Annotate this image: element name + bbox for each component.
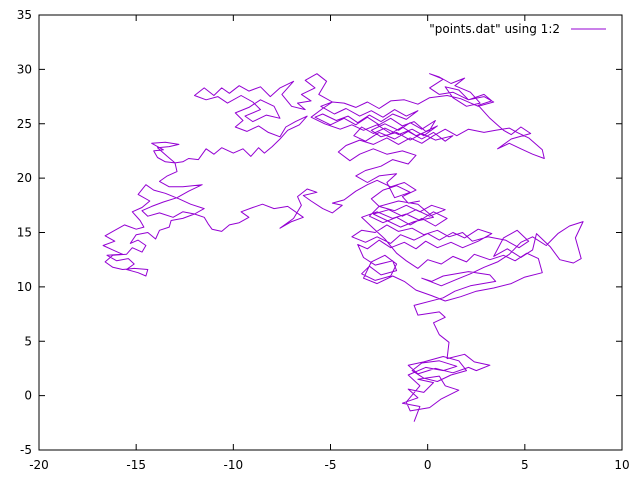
legend-label: "points.dat" using 1:2 xyxy=(429,22,560,36)
y-tick-label: 15 xyxy=(17,226,32,240)
plot-border xyxy=(38,14,623,451)
y-tick-label: 35 xyxy=(17,8,32,22)
x-tick-label: -15 xyxy=(126,458,146,472)
y-tick-labels: -5 0 5 10 15 20 25 30 35 xyxy=(17,8,32,457)
x-tick-label: 0 xyxy=(424,458,432,472)
y-tick-label: 20 xyxy=(17,171,32,185)
y-tick-label: -5 xyxy=(20,443,32,457)
x-tick-label: -20 xyxy=(29,458,49,472)
y-tick-label: 5 xyxy=(24,334,32,348)
x-tick-label: 10 xyxy=(614,458,629,472)
x-tick-label: -10 xyxy=(224,458,244,472)
x-tick-label: -5 xyxy=(325,458,337,472)
x-tick-labels: -20 -15 -10 -5 0 5 10 xyxy=(29,458,629,472)
axis-ticks xyxy=(38,14,623,451)
series-line-points-dat xyxy=(102,73,584,422)
legend: "points.dat" using 1:2 xyxy=(429,22,606,36)
y-tick-label: 0 xyxy=(24,389,32,403)
y-tick-label: 10 xyxy=(17,280,32,294)
x-tick-label: 5 xyxy=(521,458,529,472)
y-tick-label: 25 xyxy=(17,117,32,131)
y-tick-label: 30 xyxy=(17,62,32,76)
